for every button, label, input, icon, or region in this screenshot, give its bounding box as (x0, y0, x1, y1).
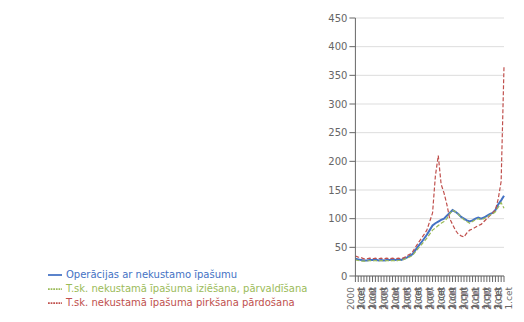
svg-text:3.cet: 3.cet (402, 287, 412, 310)
svg-text:200: 200 (328, 156, 347, 167)
svg-text:3.cet: 3.cet (471, 287, 481, 310)
svg-text:400: 400 (328, 41, 347, 52)
svg-text:100: 100 (328, 213, 347, 224)
svg-text:3.cet: 3.cet (425, 287, 435, 310)
svg-text:150: 150 (328, 185, 347, 196)
svg-text:3.cet: 3.cet (391, 287, 401, 310)
svg-text:450: 450 (328, 13, 347, 24)
svg-text:3.cet: 3.cet (436, 287, 446, 310)
svg-text:350: 350 (328, 70, 347, 81)
svg-text:3.cet: 3.cet (493, 287, 503, 310)
svg-text:250: 250 (328, 127, 347, 138)
svg-text:3.cet: 3.cet (482, 287, 492, 310)
svg-text:3.cet: 3.cet (368, 287, 378, 310)
svg-text:3.cet: 3.cet (379, 287, 389, 310)
svg-text:300: 300 (328, 99, 347, 110)
svg-text:3.cet: 3.cet (413, 287, 423, 310)
svg-text:0: 0 (341, 271, 347, 282)
svg-text:3.cet: 3.cet (459, 287, 469, 310)
svg-text:50: 50 (335, 242, 348, 253)
svg-text:20131.cet: 20131.cet (494, 287, 514, 310)
svg-text:3.cet: 3.cet (356, 287, 366, 310)
svg-text:3.cet: 3.cet (448, 287, 458, 310)
